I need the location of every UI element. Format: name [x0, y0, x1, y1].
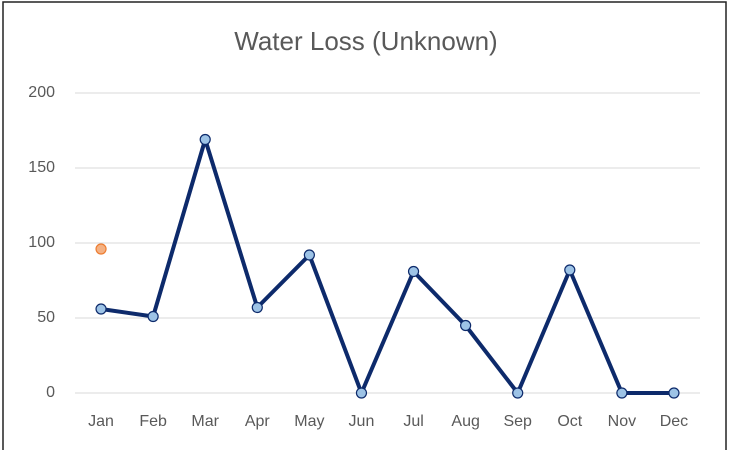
x-tick-label: May: [294, 413, 324, 430]
x-tick-label: Jul: [403, 413, 423, 430]
x-tick-label: Sep: [503, 413, 532, 430]
y-tick-label: 50: [37, 309, 55, 326]
data-point: [407, 265, 420, 278]
y-tick-label: 100: [28, 234, 55, 251]
data-point: [303, 249, 315, 261]
y-tick-label: 150: [28, 159, 55, 176]
chart-title: Water Loss (Unknown): [234, 26, 497, 56]
x-tick-label: Jan: [88, 413, 114, 430]
x-tick-label: Nov: [608, 413, 636, 430]
data-point: [95, 243, 107, 255]
data-point: [95, 303, 107, 315]
x-tick-label: Feb: [139, 413, 167, 430]
x-tick-label: Aug: [451, 413, 479, 430]
x-tick-label: Dec: [660, 413, 688, 430]
data-point: [668, 387, 680, 399]
data-point: [460, 319, 472, 332]
data-point: [199, 133, 211, 146]
data-point: [512, 387, 524, 399]
y-tick-label: 0: [46, 384, 55, 401]
data-point: [251, 301, 263, 314]
series-line: [100, 137, 674, 395]
data-point: [564, 264, 576, 276]
data-point: [147, 310, 159, 323]
y-tick-label: 200: [28, 84, 55, 101]
data-point: [616, 387, 628, 399]
data-point: [355, 387, 368, 399]
x-tick-label: Mar: [191, 413, 219, 430]
x-tick-label: Jun: [349, 413, 375, 430]
x-tick-label: Oct: [557, 413, 582, 430]
x-tick-label: Apr: [245, 413, 271, 430]
